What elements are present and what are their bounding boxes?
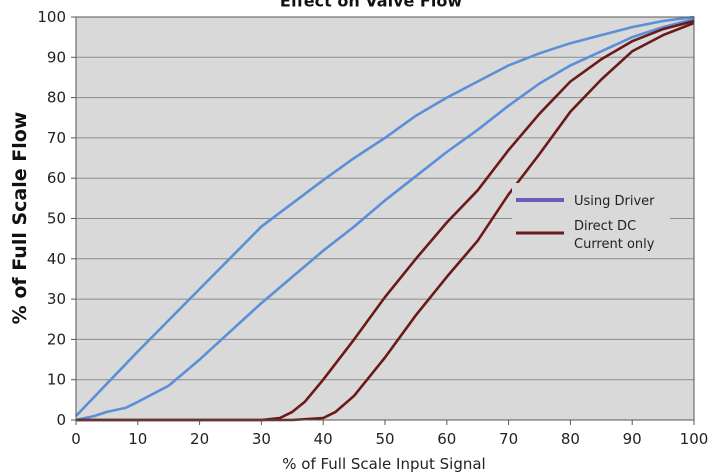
- y-tick-label-50: 50: [47, 210, 66, 228]
- legend-label-direct-dc-line1: Direct DC: [574, 219, 636, 234]
- axis-ticks: 0 10 20 30 40 50 60 70 80 90 100 0 10 20 30 40 50 60 70 80 9…: [37, 8, 708, 448]
- y-tick-label-90: 90: [47, 48, 66, 66]
- x-tick-label-40: 40: [314, 430, 333, 448]
- y-axis-title: % of Full Scale Flow: [9, 112, 31, 325]
- x-axis-title: % of Full Scale Input Signal: [282, 455, 485, 473]
- x-tick-label-90: 90: [623, 430, 642, 448]
- y-tick-label-0: 0: [56, 411, 66, 429]
- y-tick-label-20: 20: [47, 330, 66, 348]
- y-tick-label-30: 30: [47, 290, 66, 308]
- y-tick-label-40: 40: [47, 250, 66, 268]
- x-tick-label-80: 80: [561, 430, 580, 448]
- x-tick-label-10: 10: [128, 430, 147, 448]
- x-tick-label-20: 20: [190, 430, 209, 448]
- legend-background: [512, 183, 670, 257]
- y-tick-label-70: 70: [47, 129, 66, 147]
- x-tick-label-30: 30: [252, 430, 271, 448]
- legend-label-direct-dc-line2: Current only: [574, 237, 655, 252]
- series-using-driver-branch-0: [75, 15, 695, 417]
- legend-label-using-driver: Using Driver: [574, 194, 655, 209]
- series-using-driver-branch-1: [75, 17, 695, 422]
- chart-title: Effect on Valve Flow: [280, 0, 462, 11]
- x-tick-label-0: 0: [71, 430, 81, 448]
- y-tick-label-80: 80: [47, 89, 66, 107]
- y-tick-label-60: 60: [47, 169, 66, 187]
- legend: Using Driver Direct DC Current only: [512, 183, 670, 257]
- x-tick-label-60: 60: [437, 430, 456, 448]
- x-tick-label-100: 100: [680, 430, 709, 448]
- y-tick-label-100: 100: [37, 8, 66, 26]
- y-tick-label-10: 10: [47, 371, 66, 389]
- x-tick-label-70: 70: [499, 430, 518, 448]
- x-tick-label-50: 50: [375, 430, 394, 448]
